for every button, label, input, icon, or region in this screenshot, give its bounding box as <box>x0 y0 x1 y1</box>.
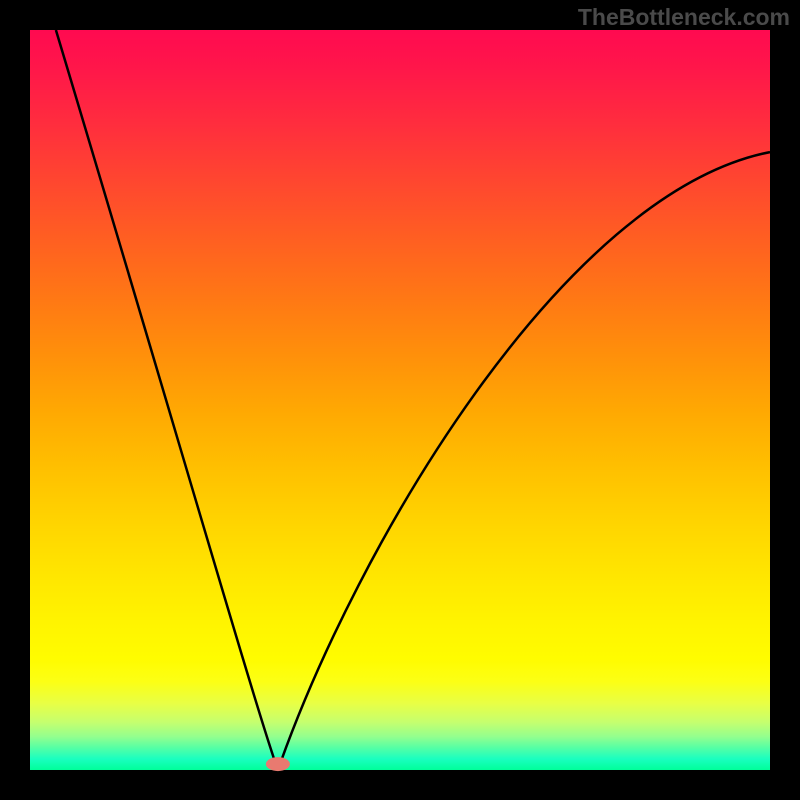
watermark-text: TheBottleneck.com <box>578 4 790 31</box>
chart-plot-area <box>30 30 770 770</box>
optimal-point-marker <box>266 757 290 771</box>
bottleneck-chart: TheBottleneck.com <box>0 0 800 800</box>
chart-svg <box>0 0 800 800</box>
